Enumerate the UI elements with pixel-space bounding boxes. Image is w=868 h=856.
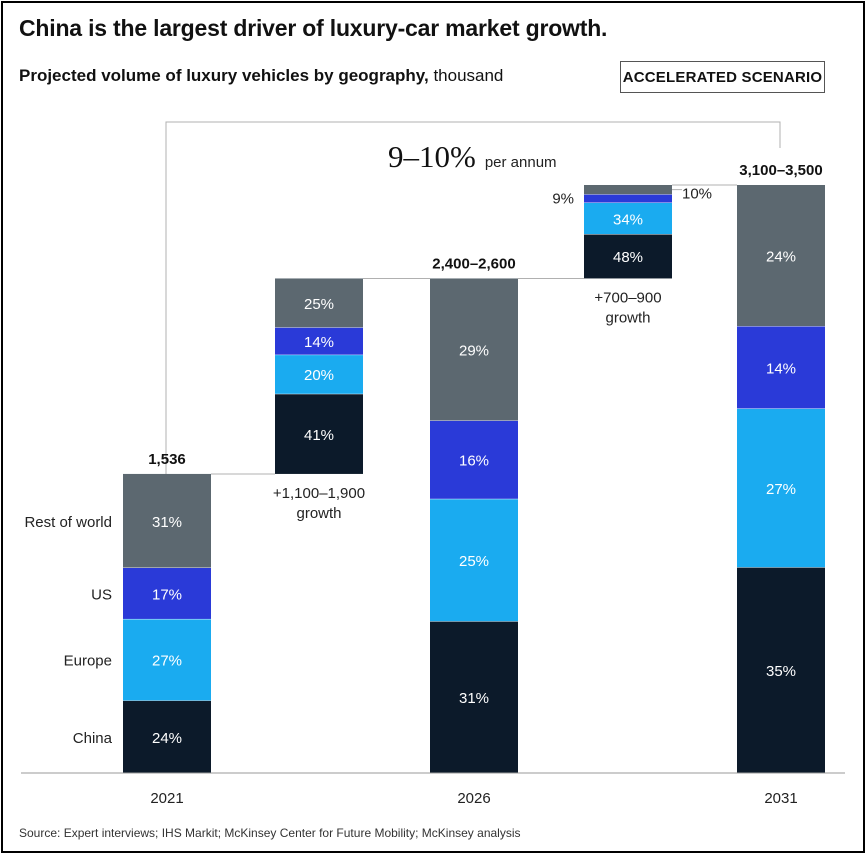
cagr-label: 9–10% per annum <box>388 139 557 174</box>
segment-label-europe: 20% <box>304 367 334 384</box>
bar-segment-europe <box>584 202 672 235</box>
bar-segment-europe <box>737 408 825 568</box>
bar-segment-china <box>737 567 825 773</box>
row-label-europe: Europe <box>64 653 112 670</box>
segment-label-europe: 25% <box>459 553 489 570</box>
segment-label-china: 24% <box>152 730 182 747</box>
bar-segment-us <box>737 326 825 409</box>
x-tick-label: 2026 <box>457 790 490 807</box>
bar-total-label: 2,400–2,600 <box>432 255 515 272</box>
chart-subtitle: Projected volume of luxury vehicles by g… <box>19 66 503 86</box>
scenario-badge: ACCELERATED SCENARIO <box>620 61 825 93</box>
bar-segment-us <box>584 194 672 203</box>
segment-label-europe: 27% <box>152 653 182 670</box>
segment-label-china: 31% <box>459 690 489 707</box>
segment-label-china: 35% <box>766 663 796 680</box>
segment-label-rest-of-world: 31% <box>152 514 182 531</box>
bar-segment-rest-of-world <box>584 185 672 195</box>
bar-segment-us <box>430 420 518 499</box>
source-note: Source: Expert interviews; IHS Markit; M… <box>19 826 521 840</box>
segment-label-rest-of-world: 29% <box>459 342 489 359</box>
segment-label-rest-of-world: 24% <box>766 249 796 266</box>
growth-label: +700–900 <box>594 289 661 306</box>
bar-segment-rest-of-world <box>123 473 211 568</box>
subtitle-unit: thousand <box>433 66 504 85</box>
bar-total-label: 1,536 <box>148 451 186 468</box>
bar-total-label: 3,100–3,500 <box>739 162 822 179</box>
bar-segment-rest-of-world <box>430 278 518 421</box>
chart-title: China is the largest driver of luxury-ca… <box>19 15 608 41</box>
segment-label-rest-of-world: 10% <box>682 186 712 203</box>
bar-segment-us <box>123 567 211 619</box>
bar-segment-europe <box>430 498 518 622</box>
bar-segment-europe <box>275 354 363 394</box>
segment-label-europe: 27% <box>766 481 796 498</box>
x-tick-label: 2031 <box>764 790 797 807</box>
bar-segment-china <box>430 621 518 773</box>
segment-label-china: 41% <box>304 427 334 444</box>
subtitle-main: Projected volume of luxury vehicles by g… <box>19 66 429 85</box>
segment-label-rest-of-world: 25% <box>304 296 334 313</box>
row-label-us: US <box>91 586 112 603</box>
bar-segment-europe <box>123 618 211 701</box>
segment-label-us: 17% <box>152 586 182 603</box>
growth-label: growth <box>296 505 341 522</box>
segment-label-us: 14% <box>766 360 796 377</box>
row-label-rest-of-world: Rest of world <box>24 514 112 531</box>
growth-label: growth <box>605 309 650 326</box>
bar-segment-china <box>584 234 672 279</box>
bar-segment-china <box>275 393 363 474</box>
bar-segment-us <box>275 327 363 355</box>
bar-segment-rest-of-world <box>737 185 825 327</box>
segment-label-europe: 34% <box>613 211 643 228</box>
x-tick-label: 2021 <box>150 790 183 807</box>
growth-label: +1,100–1,900 <box>273 485 365 502</box>
bar-segment-rest-of-world <box>275 278 363 328</box>
segment-label-us: 9% <box>552 190 574 207</box>
segment-label-us: 14% <box>304 334 334 351</box>
cagr-bracket <box>165 121 781 476</box>
bar-segment-china <box>123 700 211 773</box>
segment-label-us: 16% <box>459 453 489 470</box>
row-label-china: China <box>73 730 113 747</box>
segment-label-china: 48% <box>613 249 643 266</box>
